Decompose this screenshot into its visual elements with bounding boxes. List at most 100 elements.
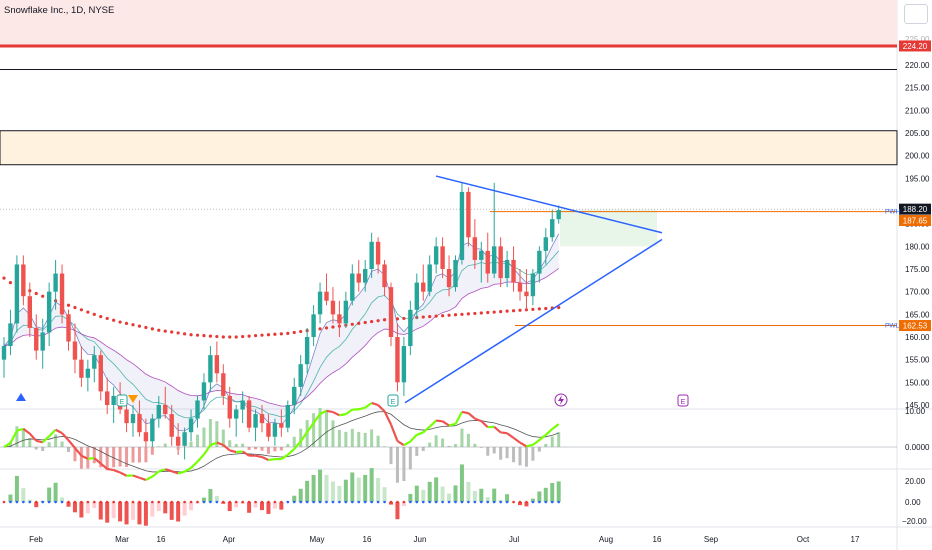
time-axis[interactable]: Feb Mar 16 Apr May 16 Jun Jul Aug 16 Sep Oct 17 [29,535,860,544]
candle[interactable] [175,436,181,446]
lower-trendline[interactable] [404,238,663,404]
candle[interactable] [433,246,439,265]
candle[interactable] [330,300,336,315]
candle[interactable] [556,210,561,220]
candle[interactable] [130,414,136,424]
candle[interactable] [324,291,329,301]
candle[interactable] [350,273,355,301]
candle[interactable] [356,273,361,283]
candle[interactable] [182,432,187,446]
candle[interactable] [8,323,13,347]
candle[interactable] [466,191,471,238]
candles-group[interactable] [1,182,561,460]
candle[interactable] [59,273,65,315]
candle[interactable] [240,400,245,410]
candle[interactable] [382,264,387,288]
candle[interactable] [401,346,407,383]
candle[interactable] [492,246,497,274]
candle[interactable] [66,314,71,342]
candle[interactable] [163,405,168,415]
upper-trendline[interactable] [435,175,663,234]
candle[interactable] [46,291,52,333]
candle[interactable] [156,405,161,419]
candle[interactable] [234,409,239,419]
candle[interactable] [208,355,213,383]
candle[interactable] [408,309,413,347]
candle[interactable] [446,269,452,288]
candle[interactable] [337,314,342,324]
candle[interactable] [298,364,303,387]
candle[interactable] [14,264,20,324]
candle[interactable] [85,368,91,378]
macd-bar [370,429,374,447]
candle[interactable] [169,414,174,437]
histogram-pane[interactable] [2,464,561,526]
candle[interactable] [53,273,58,292]
candle[interactable] [414,282,419,310]
event-marker-2[interactable]: E [387,394,399,407]
macd-pane[interactable] [0,401,897,483]
candle[interactable] [504,259,510,279]
candle[interactable] [395,337,400,383]
candle[interactable] [266,423,271,437]
candle[interactable] [485,250,490,274]
candle[interactable] [27,296,32,328]
dividend-marker[interactable] [554,393,568,407]
candle[interactable] [21,264,26,297]
candle[interactable] [279,423,284,428]
candle[interactable] [72,341,78,360]
candle[interactable] [524,291,529,297]
candle[interactable] [98,355,103,392]
candle[interactable] [388,287,394,337]
candle[interactable] [221,373,226,396]
candle[interactable] [363,269,368,283]
candle[interactable] [369,241,374,269]
candle[interactable] [111,395,116,405]
candle[interactable] [92,355,97,369]
candle[interactable] [511,259,516,283]
candle[interactable] [1,346,7,360]
candle[interactable] [259,414,265,424]
candle[interactable] [472,237,478,260]
candle[interactable] [550,219,555,238]
candle[interactable] [317,291,323,315]
candle[interactable] [214,355,220,374]
candle[interactable] [375,241,381,265]
candle[interactable] [498,246,503,279]
candle[interactable] [285,405,290,428]
candle[interactable] [143,432,149,442]
candle[interactable] [40,332,45,351]
candle[interactable] [246,400,252,428]
candle[interactable] [440,246,445,269]
candle[interactable] [304,337,310,365]
candle[interactable] [34,327,39,351]
price-axis[interactable]: 220.00215.00210.00205.00200.00195.00185.… [905,61,930,410]
candle[interactable] [453,259,458,288]
candle[interactable] [311,314,316,337]
candle[interactable] [195,400,200,419]
candle[interactable] [543,237,548,251]
event-marker-3[interactable]: E [677,394,689,407]
candle[interactable] [459,191,465,260]
candle[interactable] [150,418,155,442]
candle[interactable] [537,250,542,274]
candle[interactable] [292,386,297,405]
candle[interactable] [530,273,536,297]
candle[interactable] [188,418,194,433]
candle[interactable] [137,414,142,433]
event-marker-1[interactable]: E [116,394,128,407]
candle[interactable] [105,391,110,405]
candle[interactable] [343,300,349,324]
candle[interactable] [479,250,484,260]
candle[interactable] [253,414,258,428]
candle[interactable] [517,282,523,292]
candle[interactable] [124,409,129,424]
candle[interactable] [272,423,278,437]
candle[interactable] [227,395,232,419]
candle[interactable] [427,264,432,292]
chart-settings-button[interactable] [904,4,928,24]
candle[interactable] [201,382,207,401]
candle[interactable] [421,282,426,292]
candle[interactable] [79,359,84,378]
